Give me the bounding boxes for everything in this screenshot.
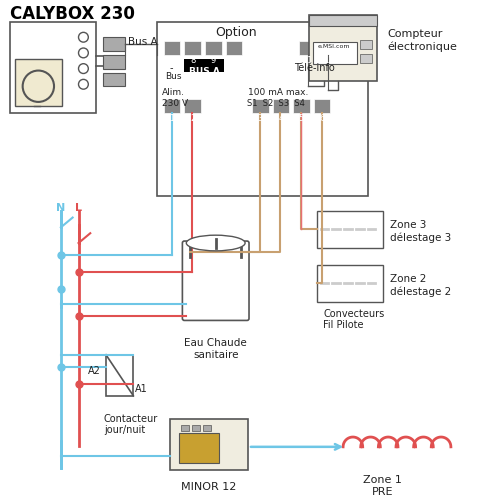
Ellipse shape [186, 235, 245, 251]
Text: N: N [56, 203, 66, 213]
Text: Alim.
230 V: Alim. 230 V [162, 88, 188, 108]
Bar [293, 99, 310, 112]
Text: Convecteurs
Fil Pilote: Convecteurs Fil Pilote [324, 308, 384, 330]
Bar [226, 41, 242, 55]
Bar [192, 426, 200, 431]
Text: L: L [75, 203, 82, 213]
Bar [164, 99, 180, 112]
Text: 11: 11 [302, 56, 312, 65]
Text: Option: Option [216, 26, 258, 40]
Text: 12: 12 [322, 56, 333, 65]
Text: MINOR 12: MINOR 12 [181, 482, 236, 492]
Text: 10: 10 [228, 56, 239, 65]
Text: Bus A: Bus A [128, 37, 158, 47]
Bar [299, 41, 316, 55]
Text: CALYBOX 230: CALYBOX 230 [10, 5, 135, 23]
Text: 5: 5 [299, 114, 304, 122]
Text: S1  S2  S3  S4: S1 S2 S3 S4 [247, 99, 305, 108]
Bar [15, 59, 62, 106]
Bar [320, 41, 336, 55]
Bar [316, 210, 384, 248]
Bar [164, 41, 180, 55]
Text: Télé-info: Télé-info [294, 62, 335, 72]
Text: A1: A1 [136, 384, 148, 394]
Text: 100 mA max.: 100 mA max. [248, 88, 308, 97]
Text: Zone 1
PRE: Zone 1 PRE [363, 476, 402, 497]
Text: e.MSI.com: e.MSI.com [318, 44, 350, 49]
Text: +: + [190, 62, 198, 72]
Text: -: - [170, 62, 173, 72]
Bar [180, 433, 218, 462]
Text: BUS A: BUS A [188, 66, 220, 76]
Bar [203, 426, 211, 431]
Bar [272, 99, 289, 112]
Text: Zone 2
délestage 2: Zone 2 délestage 2 [390, 274, 452, 296]
Bar [184, 99, 201, 112]
Bar [103, 72, 124, 86]
Bar [103, 55, 124, 68]
Text: 9: 9 [210, 56, 216, 65]
Bar [184, 59, 224, 72]
Bar [360, 40, 372, 49]
Bar [314, 99, 330, 112]
Bar [360, 54, 372, 62]
Bar [316, 264, 384, 302]
Bar [312, 42, 357, 64]
Text: Zone 3
délestage 3: Zone 3 délestage 3 [390, 220, 452, 242]
Bar [309, 14, 378, 82]
Text: A2: A2 [88, 366, 101, 376]
Bar [170, 420, 248, 470]
Text: Contacteur
jour/nuit: Contacteur jour/nuit [104, 414, 158, 435]
Bar [205, 41, 222, 55]
Bar [103, 37, 124, 51]
Bar [10, 22, 96, 112]
Text: Bus: Bus [164, 72, 181, 80]
Bar [106, 354, 134, 396]
Text: 8: 8 [190, 56, 196, 65]
FancyBboxPatch shape [182, 241, 249, 320]
Bar [157, 22, 368, 196]
Bar [309, 14, 378, 26]
Text: 2: 2 [190, 114, 196, 122]
Text: Eau Chaude
sanitaire: Eau Chaude sanitaire [184, 338, 247, 359]
Text: 7: 7 [170, 56, 175, 65]
Text: 3: 3 [258, 114, 263, 122]
Text: Compteur
électronique: Compteur électronique [387, 30, 457, 52]
Text: 1: 1 [170, 114, 174, 122]
Bar [182, 426, 189, 431]
Bar [184, 41, 201, 55]
Bar [252, 99, 268, 112]
Text: 6: 6 [320, 114, 324, 122]
Text: 4: 4 [278, 114, 283, 122]
